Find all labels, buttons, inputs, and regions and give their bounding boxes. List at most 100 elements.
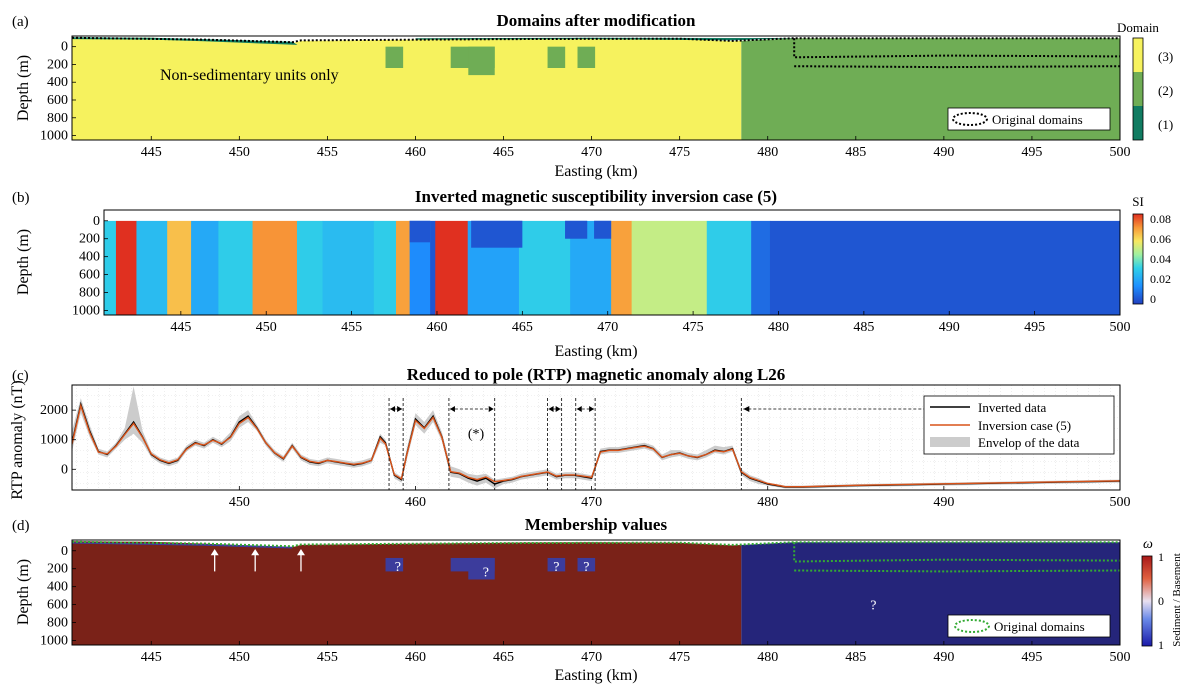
b-x-tick-label: 475: [683, 320, 704, 335]
susceptibility-band: [435, 220, 469, 315]
panel-b-title: Inverted magnetic susceptibility inversi…: [415, 187, 777, 206]
shallow-sediment-patch: [72, 542, 293, 549]
c-x-tick-label: 480: [757, 495, 778, 510]
colorbar-tick-label: 0.02: [1150, 272, 1171, 286]
colorbar-tick-mid: 0: [1158, 594, 1164, 608]
original-domain-boundary: [794, 569, 1120, 573]
air-above-surface: [104, 210, 1120, 221]
d-y-tick-label: 0: [61, 544, 68, 559]
white-arrowhead: [210, 548, 219, 556]
panel-c-y-ticks: 0 1000 2000: [40, 403, 76, 477]
b-y-tick-label: 400: [79, 250, 100, 265]
d-x-tick-label: 445: [141, 650, 162, 665]
b-x-tick-label: 445: [170, 320, 191, 335]
sediment-block: [385, 557, 404, 572]
interval-arrowhead: [449, 406, 455, 412]
panel-b-colorbar: SI 0.08 0.06 0.04 0.02 0: [1132, 194, 1171, 306]
colorbar-swatch: [1133, 72, 1143, 106]
panel-b-y-label: Depth (m): [15, 229, 32, 295]
panel-a-y-ticks: 0 200 400 600 800 1000: [40, 40, 76, 144]
a-y-tick-label: 0: [61, 40, 68, 55]
question-mark: ?: [483, 565, 489, 580]
panel-a-x-label: Easting (km): [554, 163, 637, 180]
c-y-tick-label: 1000: [40, 433, 68, 448]
panel-d-label: (d): [12, 518, 30, 534]
question-mark: ?: [395, 560, 401, 575]
colorbar-tick-top: 1: [1158, 550, 1164, 564]
susceptibility-band: [611, 220, 633, 315]
panel-a-annotation: Non-sedimentary units only: [160, 67, 339, 84]
panel-a-legend-label: Original domains: [992, 112, 1083, 127]
a-x-tick-label: 485: [845, 145, 866, 160]
d-x-tick-label: 490: [933, 650, 954, 665]
panel-a-colorbar: Domain (3) (2) (1): [1117, 20, 1173, 141]
interval-arrowhead: [555, 406, 561, 412]
colorbar-swatch: [1133, 106, 1143, 140]
panel-a-x-ticks: 445 450 455 460 465 470 475 480 485 490 495 500: [141, 136, 1131, 160]
domain-2-block: [547, 46, 566, 68]
panel-c-x-ticks: 450 460 470 480 490 500: [229, 486, 1131, 510]
colorbar-entry-3: (3): [1158, 49, 1173, 64]
c-x-tick-label: 460: [405, 495, 426, 510]
a-x-tick-label: 450: [229, 145, 250, 160]
low-susceptibility-block: [594, 220, 612, 239]
panel-d-y-label: Depth (m): [15, 559, 32, 625]
original-domain-boundary: [793, 542, 1120, 563]
susceptibility-band: [395, 220, 411, 315]
interval-arrowhead: [488, 406, 494, 412]
b-x-tick-label: 485: [853, 320, 874, 335]
susceptibility-band: [518, 220, 571, 315]
panel-b-colorbar-title: SI: [1132, 194, 1144, 209]
low-susceptibility-block: [565, 220, 588, 239]
c-x-tick-label: 490: [933, 495, 954, 510]
legend-inversion-case: Inversion case (5): [978, 418, 1071, 433]
a-y-tick-label: 1000: [40, 129, 68, 144]
b-x-tick-label: 450: [256, 320, 277, 335]
colorbar-tick-label: 0: [1150, 292, 1156, 306]
panel-d-x-label: Easting (km): [554, 667, 637, 684]
panel-c-title: Reduced to pole (RTP) magnetic anomaly a…: [407, 365, 786, 384]
domain-2-block: [468, 46, 495, 76]
susceptibility-band: [191, 220, 219, 315]
a-x-tick-label: 455: [317, 145, 338, 160]
a-x-tick-label: 460: [405, 145, 426, 160]
sediment-block: [547, 557, 566, 572]
colorbar-tick-bottom: 1: [1158, 638, 1164, 652]
panel-b-label: (b): [12, 190, 30, 206]
colorbar-swatch: [1133, 38, 1143, 72]
sediment-block: [577, 557, 596, 572]
panel-c-frame: [71, 384, 1121, 491]
panel-a-y-label: Depth (m): [15, 55, 32, 121]
panel-a-legend: Original domains: [947, 107, 1111, 131]
interval-arrowhead: [548, 406, 554, 412]
colorbar-entry-2: (2): [1158, 83, 1173, 98]
envelope-area: [72, 386, 1120, 489]
c-y-tick-label: 0: [61, 462, 68, 477]
panel-c-label: (c): [12, 368, 29, 384]
a-x-tick-label: 465: [493, 145, 514, 160]
d-x-tick-label: 500: [1110, 650, 1131, 665]
susceptibility-band: [322, 220, 375, 315]
susceptibility-band: [296, 220, 324, 315]
white-arrowhead: [251, 548, 260, 556]
susceptibility-band: [769, 220, 1120, 315]
colorbar-tick-label: 0.04: [1150, 252, 1171, 266]
panel-b-frame: [103, 209, 1121, 316]
panel-d: (d) Membership values ????? 445 450 455 460…: [12, 515, 1183, 684]
air-above-surface: [72, 540, 1120, 548]
panel-c-legend: Inverted data Inversion case (5) Envelop…: [923, 395, 1115, 455]
susceptibility-band: [167, 220, 192, 315]
a-x-tick-label: 500: [1110, 145, 1131, 160]
question-mark: ?: [583, 560, 589, 575]
domain-3-area: [72, 36, 742, 140]
panel-d-legend-label: Original domains: [994, 619, 1085, 634]
panel-a: (a) Domains after modification 445 450 455…: [12, 11, 1173, 180]
b-x-tick-label: 495: [1024, 320, 1045, 335]
b-y-tick-label: 1000: [72, 304, 100, 319]
susceptibility-band: [751, 220, 771, 315]
panel-b-x-label: Easting (km): [554, 343, 637, 360]
original-domain-boundary: [72, 36, 1120, 44]
panel-d-x-ticks: 445 450 455 460 465 470 475 480 485 490 495 500: [141, 641, 1131, 665]
original-domain-boundary: [793, 38, 1120, 59]
